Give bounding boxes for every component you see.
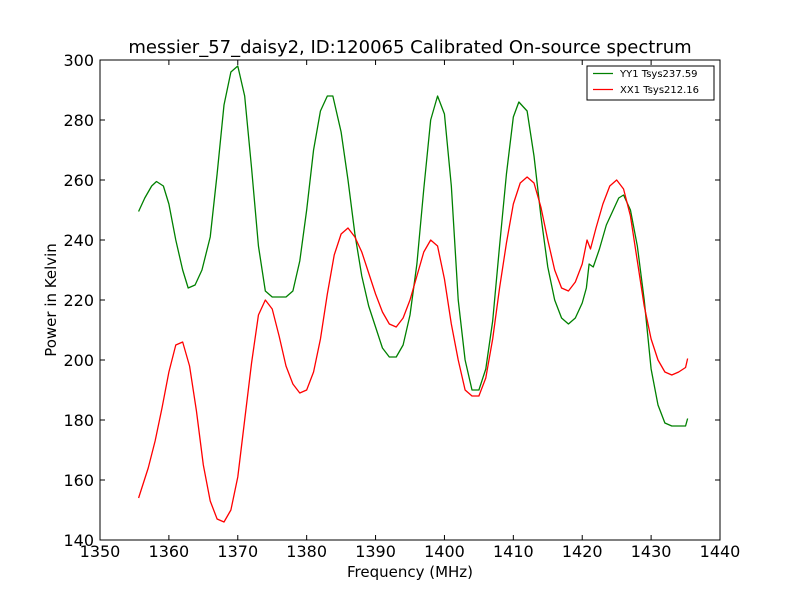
y-tick-label: 200	[63, 351, 94, 370]
y-tick-label: 220	[63, 291, 94, 310]
x-tick-label: 1370	[217, 542, 258, 561]
y-tick-label: 240	[63, 231, 94, 250]
y-tick-label: 280	[63, 111, 94, 130]
x-tick-label: 1440	[700, 542, 741, 561]
x-tick-label: 1430	[631, 542, 672, 561]
x-tick-label: 1420	[562, 542, 603, 561]
plot-frame	[99, 59, 721, 541]
y-tick-label: 160	[63, 471, 94, 490]
y-tick-label: 140	[63, 531, 94, 550]
chart-title: messier_57_daisy2, ID:120065 Calibrated …	[128, 37, 691, 58]
y-tick-label: 300	[63, 51, 94, 70]
legend-box	[586, 65, 715, 101]
legend: YY1 Tsys237.59 XX1 Tsys212.16	[586, 65, 715, 101]
series-line-xx1	[137, 176, 689, 523]
y-axis-label: Power in Kelvin	[42, 243, 60, 357]
x-tick-label: 1390	[355, 542, 396, 561]
tick-layer: 1350 1360 1370 1380 1390 1400 1410 1420 1430 1440…	[63, 51, 740, 561]
series-layer	[137, 65, 689, 523]
x-tick-label: 1410	[493, 542, 534, 561]
x-tick-label: 1360	[149, 542, 190, 561]
legend-entry-yy1: YY1 Tsys237.59	[619, 69, 698, 80]
y-tick-label: 260	[63, 171, 94, 190]
y-tick-label: 180	[63, 411, 94, 430]
x-tick-label: 1350	[80, 542, 121, 561]
x-tick-label: 1380	[286, 542, 327, 561]
x-tick-label: 1400	[424, 542, 465, 561]
series-line-yy1	[137, 65, 689, 427]
x-axis-label: Frequency (MHz)	[347, 563, 473, 581]
legend-entry-xx1: XX1 Tsys212.16	[620, 85, 699, 96]
